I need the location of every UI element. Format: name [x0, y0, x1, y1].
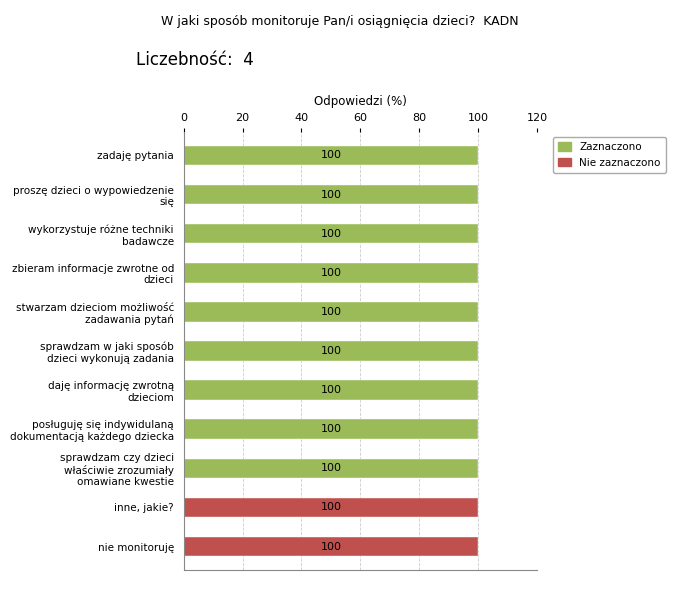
- Text: 100: 100: [320, 424, 341, 434]
- Text: 100: 100: [320, 346, 341, 356]
- Text: 100: 100: [320, 229, 341, 239]
- Bar: [184, 341, 478, 361]
- Text: 100: 100: [320, 542, 341, 551]
- Bar: [184, 458, 478, 478]
- Text: 100: 100: [320, 502, 341, 512]
- Text: 100: 100: [320, 268, 341, 278]
- Bar: [184, 497, 478, 517]
- Bar: [184, 185, 478, 205]
- Bar: [184, 263, 478, 283]
- Bar: [184, 419, 478, 439]
- Bar: [184, 380, 478, 400]
- Bar: [184, 537, 478, 556]
- Text: 100: 100: [320, 385, 341, 395]
- Bar: [184, 302, 478, 322]
- Title: Odpowiedzi (%): Odpowiedzi (%): [314, 95, 407, 107]
- Text: 100: 100: [320, 463, 341, 473]
- Text: Liczebność:  4: Liczebność: 4: [136, 51, 254, 69]
- Text: 100: 100: [320, 190, 341, 200]
- Bar: [184, 224, 478, 244]
- Text: 100: 100: [320, 307, 341, 317]
- Legend: Zaznaczono, Nie zaznaczono: Zaznaczono, Nie zaznaczono: [553, 137, 666, 173]
- Bar: [184, 146, 478, 165]
- Text: 100: 100: [320, 151, 341, 160]
- Text: W jaki sposób monitoruje Pan/i osiągnięcia dzieci?  KADN: W jaki sposób monitoruje Pan/i osiągnięc…: [161, 15, 519, 28]
